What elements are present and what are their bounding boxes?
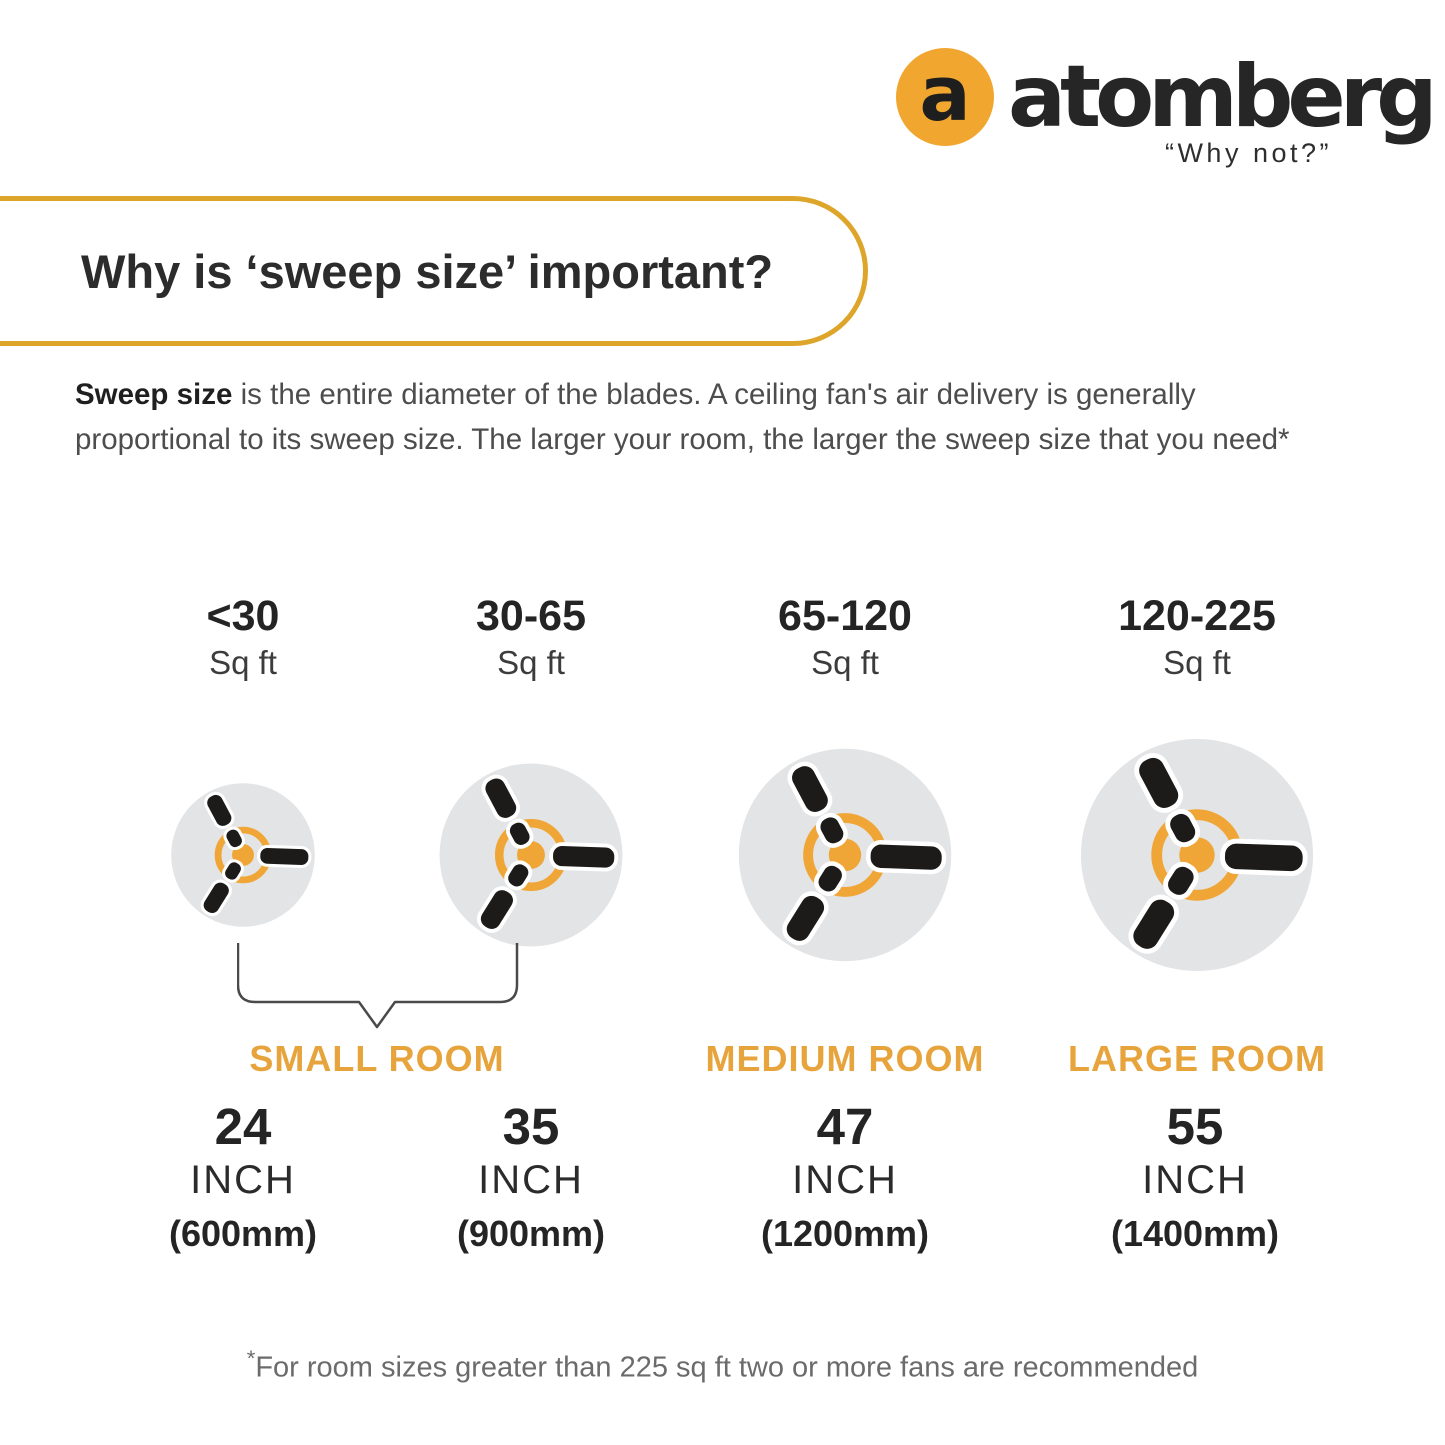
footnote: *For room sizes greater than 225 sq ft t…: [0, 1346, 1445, 1385]
range-unit: Sq ft: [811, 644, 879, 681]
footnote-asterisk: *: [246, 1346, 256, 1371]
brand-name: atomberg: [1008, 47, 1438, 147]
fan-icon-55inch: [1079, 737, 1315, 973]
sweep-inches: 35: [502, 1098, 560, 1155]
inch-label: INCH: [1142, 1158, 1248, 1202]
sweep-inches: 55: [1166, 1098, 1224, 1155]
room-range-col3: 65-120 Sq ft: [675, 590, 1015, 684]
footnote-text: For room sizes greater than 225 sq ft tw…: [255, 1351, 1199, 1384]
room-label-large: LARGE ROOM: [1068, 1038, 1326, 1079]
inch-label: INCH: [478, 1158, 584, 1202]
fan-icon-47inch: [737, 747, 953, 963]
room-range-col1: <30 Sq ft: [73, 590, 413, 684]
atomberg-logo-icon: a: [896, 48, 994, 146]
title-box: Why is ‘sweep size’ important?: [0, 196, 868, 346]
intro-paragraph: Sweep size is the entire diameter of the…: [75, 372, 1415, 462]
fan-icon-35inch: [438, 762, 624, 948]
sweep-inches: 24: [214, 1098, 272, 1155]
range-value: 120-225: [1118, 592, 1276, 640]
brand-logo: a atomberg: [896, 47, 1438, 147]
room-range-col2: 30-65 Sq ft: [361, 590, 701, 684]
sweep-inches: 47: [816, 1098, 874, 1155]
intro-bold: Sweep size: [75, 378, 233, 411]
range-unit: Sq ft: [497, 644, 565, 681]
sweep-size-col2: 35 INCH (900mm): [361, 1098, 701, 1256]
range-value: <30: [206, 592, 280, 640]
inch-label: INCH: [190, 1158, 296, 1202]
mm-label: (600mm): [168, 1213, 318, 1254]
sweep-size-col1: 24 INCH (600mm): [73, 1098, 413, 1256]
inch-label: INCH: [792, 1158, 898, 1202]
sweep-size-col3: 47 INCH (1200mm): [675, 1098, 1015, 1256]
range-value: 65-120: [778, 592, 912, 640]
sweep-size-col4: 55 INCH (1400mm): [1025, 1098, 1365, 1256]
brand-tagline: “Why not?”: [1164, 138, 1332, 168]
logo-letter: a: [919, 49, 971, 138]
range-unit: Sq ft: [1163, 644, 1231, 681]
intro-line2: proportional to its sweep size. The larg…: [75, 423, 1290, 456]
mm-label: (1200mm): [760, 1213, 930, 1254]
intro-line1: is the entire diameter of the blades. A …: [232, 378, 1196, 411]
mm-label: (1400mm): [1110, 1213, 1280, 1254]
room-label-small: SMALL ROOM: [249, 1038, 505, 1079]
room-label-medium: MEDIUM ROOM: [705, 1038, 985, 1079]
range-unit: Sq ft: [209, 644, 277, 681]
page-title: Why is ‘sweep size’ important?: [81, 244, 774, 298]
room-range-col4: 120-225 Sq ft: [1027, 590, 1367, 684]
range-value: 30-65: [476, 592, 586, 640]
fan-icon-24inch: [170, 782, 316, 928]
mm-label: (900mm): [456, 1213, 606, 1254]
small-room-brace: [237, 943, 519, 1029]
